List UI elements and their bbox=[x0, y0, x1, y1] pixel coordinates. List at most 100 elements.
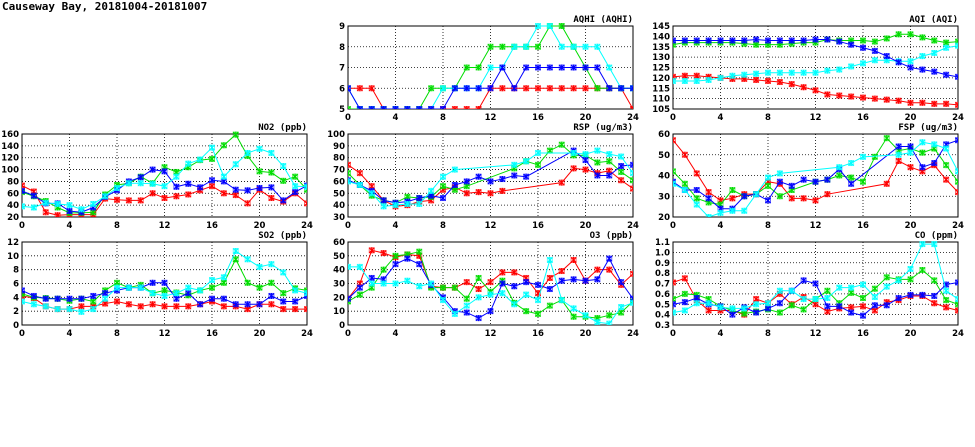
marker-star bbox=[741, 207, 748, 214]
data-point bbox=[90, 298, 97, 305]
marker-star bbox=[244, 301, 251, 308]
marker-star bbox=[244, 256, 251, 263]
marker-star bbox=[955, 73, 958, 80]
marker-star bbox=[244, 149, 251, 156]
marker-star bbox=[836, 284, 843, 291]
marker-star bbox=[883, 180, 890, 187]
marker-star bbox=[356, 170, 363, 177]
marker-star bbox=[256, 145, 263, 152]
data-point bbox=[149, 190, 156, 197]
marker-star bbox=[582, 64, 589, 71]
marker-star bbox=[54, 200, 61, 207]
marker-box bbox=[955, 178, 958, 185]
marker-star bbox=[705, 214, 712, 217]
marker-star bbox=[535, 281, 541, 288]
marker-star bbox=[137, 284, 144, 291]
marker-star bbox=[907, 143, 914, 150]
marker-star bbox=[955, 189, 958, 196]
data-point bbox=[570, 149, 577, 156]
y-tick-label: 0.6 bbox=[655, 290, 670, 300]
marker-star bbox=[348, 295, 351, 302]
y-tick-label: 60 bbox=[658, 130, 670, 140]
marker-star bbox=[729, 72, 736, 79]
marker-star bbox=[943, 71, 950, 78]
marker-star bbox=[173, 193, 180, 200]
marker-star bbox=[705, 189, 712, 196]
marker-star bbox=[673, 178, 676, 185]
data-point bbox=[149, 290, 156, 297]
marker-star bbox=[42, 303, 49, 310]
marker-star bbox=[125, 301, 132, 308]
data-point bbox=[256, 145, 263, 152]
marker-star bbox=[931, 141, 938, 148]
marker-star bbox=[618, 85, 625, 92]
marker-box bbox=[955, 73, 958, 80]
data-point bbox=[54, 212, 61, 217]
panel-title: O3 (ppb) bbox=[590, 231, 633, 241]
data-point bbox=[451, 106, 458, 109]
data-point bbox=[416, 248, 423, 255]
data-point bbox=[523, 43, 530, 50]
data-point bbox=[776, 300, 783, 307]
marker-star bbox=[824, 308, 831, 315]
data-point bbox=[244, 256, 251, 263]
y-tick-label: 145 bbox=[652, 22, 670, 32]
data-point bbox=[209, 284, 215, 291]
data-point bbox=[380, 197, 387, 204]
data-point bbox=[800, 277, 807, 284]
marker-star bbox=[895, 59, 902, 66]
data-point bbox=[535, 64, 541, 71]
marker-star bbox=[570, 276, 577, 283]
marker-box bbox=[673, 296, 676, 303]
data-point bbox=[895, 31, 902, 38]
data-point bbox=[919, 53, 926, 60]
marker-star bbox=[630, 106, 633, 109]
data-point bbox=[475, 315, 482, 322]
marker-star bbox=[220, 295, 227, 302]
data-point bbox=[705, 189, 712, 196]
data-point bbox=[463, 178, 470, 185]
data-point bbox=[618, 163, 625, 170]
marker-star bbox=[475, 286, 482, 293]
marker-star bbox=[681, 187, 688, 194]
data-point bbox=[256, 184, 263, 191]
marker-star bbox=[630, 185, 633, 192]
data-point bbox=[788, 302, 795, 309]
data-point bbox=[292, 306, 299, 313]
data-point bbox=[673, 168, 676, 175]
x-tick-label: 12 bbox=[810, 221, 822, 231]
y-tick-label: 160 bbox=[1, 130, 19, 140]
data-point bbox=[499, 64, 506, 71]
data-point bbox=[428, 85, 435, 92]
data-point bbox=[955, 189, 958, 196]
data-point bbox=[630, 170, 633, 177]
data-point bbox=[594, 266, 601, 273]
marker-star bbox=[848, 160, 855, 167]
marker-star bbox=[765, 182, 771, 189]
x-tick-label: 4 bbox=[718, 113, 724, 123]
data-point bbox=[42, 303, 49, 310]
marker-star bbox=[348, 170, 351, 177]
data-point bbox=[871, 57, 878, 64]
marker-star bbox=[943, 176, 950, 183]
marker-star bbox=[523, 279, 530, 286]
x-tick-label: 4 bbox=[393, 329, 399, 339]
marker-box bbox=[673, 41, 676, 48]
data-point bbox=[451, 310, 458, 317]
data-point bbox=[824, 176, 831, 183]
marker-star bbox=[907, 99, 914, 106]
data-point bbox=[487, 43, 494, 50]
marker-star bbox=[582, 166, 589, 173]
marker-star bbox=[268, 149, 275, 156]
marker-star bbox=[871, 38, 878, 45]
marker-star bbox=[594, 147, 601, 154]
data-point bbox=[812, 69, 819, 76]
marker-star bbox=[30, 204, 37, 211]
data-point bbox=[883, 302, 890, 309]
marker-star bbox=[511, 269, 518, 276]
x-tick-label: 8 bbox=[765, 113, 771, 123]
y-tick-label: 30 bbox=[333, 280, 345, 290]
y-tick-label: 40 bbox=[7, 201, 19, 211]
data-point bbox=[673, 301, 676, 308]
marker-star bbox=[368, 280, 375, 287]
